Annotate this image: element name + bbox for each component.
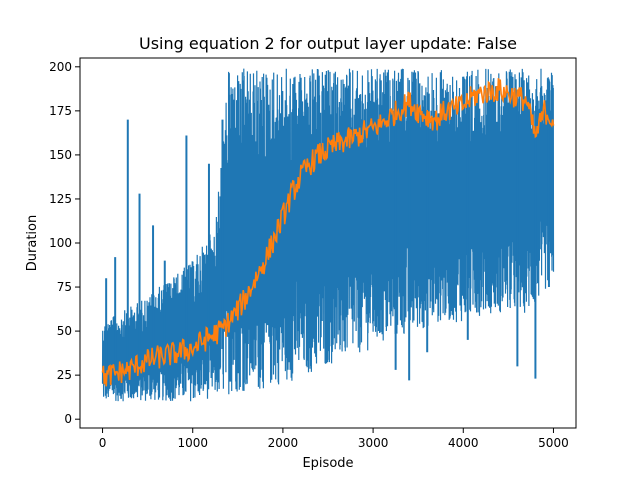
raw-series-line — [101, 68, 555, 402]
x-axis-label: Episode — [302, 456, 353, 471]
smoothed-duration-series — [101, 78, 555, 387]
y-tick-label: 125 — [49, 192, 72, 206]
y-axis-label: Duration — [25, 215, 40, 271]
y-axis: 0 25 50 75 100 125 150 175 200 — [49, 60, 80, 426]
smoothed-series-line — [101, 78, 555, 387]
x-tick-label: 0 — [99, 436, 107, 450]
y-tick-label: 75 — [57, 280, 72, 294]
chart-title: Using equation 2 for output layer update… — [139, 34, 517, 53]
y-tick-label: 25 — [57, 368, 72, 382]
y-tick-label: 200 — [49, 60, 72, 74]
y-tick-label: 100 — [49, 236, 72, 250]
x-tick-label: 3000 — [358, 436, 389, 450]
y-tick-label: 50 — [57, 324, 72, 338]
y-tick-label: 175 — [49, 104, 72, 118]
x-tick-label: 1000 — [177, 436, 208, 450]
x-tick-label: 5000 — [538, 436, 569, 450]
y-tick-label: 150 — [49, 148, 72, 162]
raw-duration-series — [101, 68, 555, 402]
x-tick-label: 2000 — [268, 436, 299, 450]
y-tick-label: 0 — [64, 412, 72, 426]
x-axis: 0 1000 2000 3000 4000 5000 — [99, 428, 569, 450]
x-tick-label: 4000 — [448, 436, 479, 450]
